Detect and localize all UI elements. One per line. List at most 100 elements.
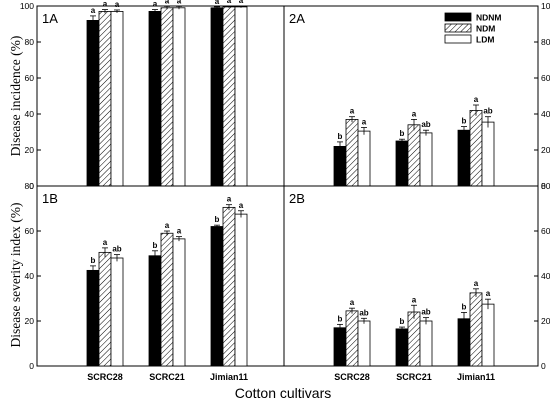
- y-tick-label: 20: [25, 316, 35, 326]
- y-tick-label: 80: [25, 181, 35, 191]
- category-label: SCRC21: [396, 372, 432, 382]
- significance-label: a: [412, 109, 417, 118]
- y-tick-label: 0: [541, 181, 546, 191]
- bar-ndnm: [148, 255, 162, 367]
- y-tick-label: 80: [25, 37, 35, 47]
- x-axis-label: Cotton cultivars: [235, 385, 331, 401]
- significance-label: a: [486, 289, 491, 298]
- significance-label: a: [215, 0, 220, 6]
- y-tick-label: 60: [541, 226, 550, 236]
- bar-ndm: [160, 232, 174, 367]
- bar-ndnm: [333, 145, 347, 187]
- significance-label: a: [91, 6, 96, 15]
- significance-label: ab: [421, 308, 430, 317]
- significance-label: a: [350, 107, 355, 116]
- legend-label-ldm: LDM: [476, 35, 494, 45]
- bar-ldm: [234, 213, 248, 367]
- y-tick-label: 60: [25, 226, 35, 236]
- significance-label: b: [153, 241, 158, 250]
- y-tick-label: 40: [25, 109, 35, 119]
- significance-label: b: [462, 117, 467, 126]
- significance-label: a: [103, 238, 108, 247]
- significance-label: a: [165, 0, 170, 5]
- bar-ldm: [234, 6, 248, 187]
- significance-label: a: [227, 195, 232, 204]
- legend-swatch-ldm: [444, 34, 472, 44]
- legend-label-ndnm: NDNM: [476, 13, 502, 23]
- significance-label: a: [474, 279, 479, 288]
- significance-label: ab: [483, 107, 492, 116]
- bar-ldm: [419, 132, 433, 187]
- significance-label: a: [362, 118, 367, 127]
- bar-ndm: [469, 110, 483, 187]
- bar-ndnm: [395, 140, 409, 187]
- bar-ndm: [345, 119, 359, 187]
- y-tick-label: 60: [25, 73, 35, 83]
- panel-2b: 0204060802BbaabSCRC28baabSCRC21baaJimian…: [283, 181, 550, 382]
- panel-label: 2A: [289, 11, 305, 26]
- legend-swatch-ndnm: [444, 12, 472, 22]
- panel-label: 1B: [42, 191, 58, 206]
- panel-label: 1A: [42, 11, 58, 26]
- significance-label: b: [462, 302, 467, 311]
- significance-label: a: [350, 298, 355, 307]
- significance-label: a: [239, 0, 244, 5]
- significance-label: ab: [112, 245, 121, 254]
- y-axis-label-severity: Disease severity index (%): [8, 202, 23, 347]
- significance-label: b: [338, 314, 343, 323]
- y-tick-label: 40: [25, 271, 35, 281]
- bar-ndm: [222, 206, 236, 367]
- y-tick-label: 0: [541, 361, 546, 371]
- bar-ldm: [419, 320, 433, 367]
- significance-label: b: [215, 215, 220, 224]
- y-tick-label: 20: [541, 316, 550, 326]
- y-tick-label: 40: [541, 271, 550, 281]
- bar-ndm: [160, 7, 174, 187]
- significance-label: a: [177, 227, 182, 236]
- bar-ldm: [110, 10, 124, 187]
- significance-label: ab: [359, 308, 368, 317]
- legend-label-ndm: NDM: [476, 24, 495, 34]
- y-tick-label: 100: [20, 1, 34, 11]
- category-label: Jimian11: [210, 372, 248, 382]
- panel-2a: 0204060801002AbaabaabbaabNDNMNDMLDM: [283, 1, 550, 191]
- significance-label: a: [412, 295, 417, 304]
- bar-ldm: [172, 238, 186, 367]
- y-tick-label: 40: [541, 109, 550, 119]
- category-label: Jimian11: [457, 372, 495, 382]
- significance-label: a: [474, 95, 479, 104]
- significance-label: a: [103, 0, 108, 9]
- bar-ldm: [357, 320, 371, 367]
- category-label: SCRC28: [334, 372, 370, 382]
- y-tick-label: 0: [29, 181, 34, 191]
- y-tick-label: 20: [25, 145, 35, 155]
- bar-ndnm: [86, 269, 100, 367]
- bar-ndm: [222, 6, 236, 187]
- bar-ndnm: [210, 226, 224, 367]
- bar-ldm: [481, 303, 495, 367]
- bar-ndm: [407, 311, 421, 367]
- y-tick-label: 100: [541, 1, 550, 11]
- significance-label: a: [239, 201, 244, 210]
- bar-ldm: [357, 130, 371, 187]
- bar-ldm: [481, 121, 495, 187]
- y-tick-label: 80: [541, 37, 550, 47]
- category-label: SCRC21: [149, 372, 185, 382]
- significance-label: b: [400, 317, 405, 326]
- bar-ndm: [98, 10, 112, 187]
- bar-ldm: [172, 7, 186, 187]
- legend-swatch-ndm: [444, 23, 472, 33]
- significance-label: b: [338, 132, 343, 141]
- y-tick-label: 80: [541, 181, 550, 191]
- significance-label: a: [165, 221, 170, 230]
- significance-label: b: [400, 129, 405, 138]
- category-label: SCRC28: [87, 372, 123, 382]
- bar-ndnm: [333, 327, 347, 367]
- significance-label: b: [91, 256, 96, 265]
- y-tick-label: 20: [541, 145, 550, 155]
- bar-ndnm: [86, 19, 100, 187]
- bar-ldm: [110, 257, 124, 367]
